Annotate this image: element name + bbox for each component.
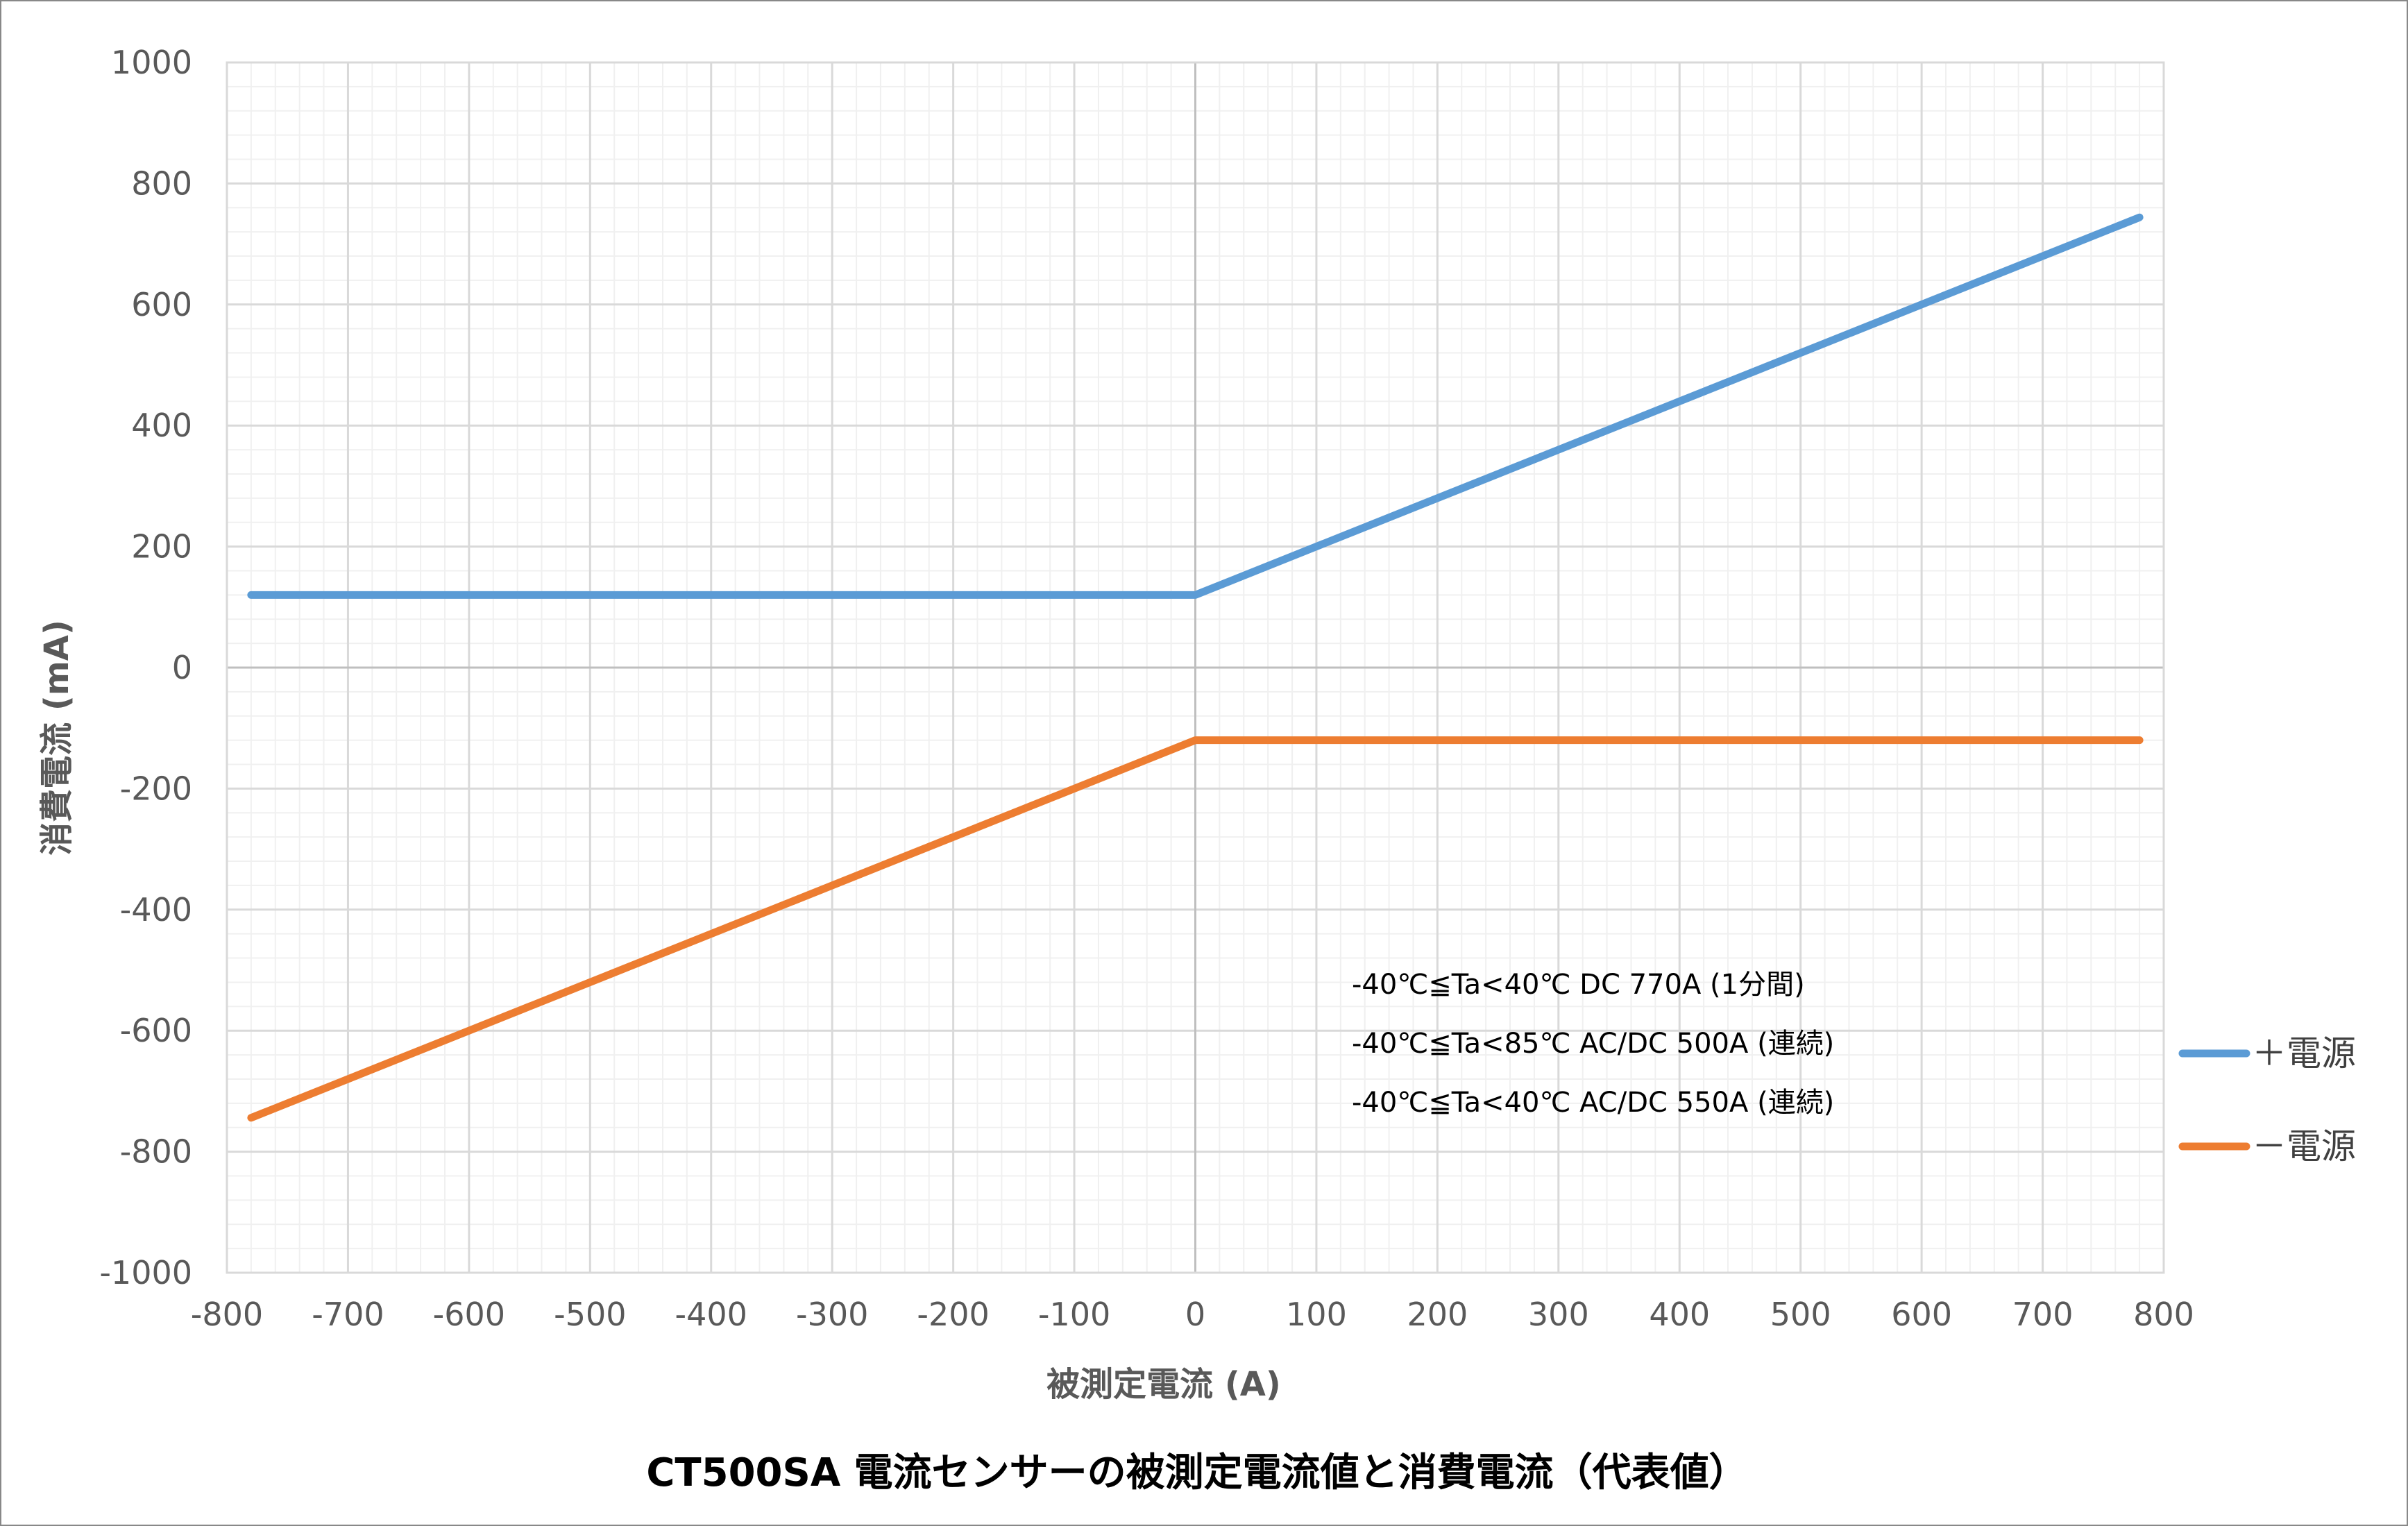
chart-title: CT500SA 電流センサーの被測定電流値と消費電流（代表値） [646,1450,1747,1495]
x-tick-label: 200 [1407,1296,1468,1333]
y-tick-label: 1000 [111,44,192,81]
x-tick-label: -200 [917,1296,989,1333]
x-tick-label: 300 [1528,1296,1589,1333]
x-tick-label: -500 [554,1296,626,1333]
y-tick-label: 200 [131,528,192,566]
annotation-layer: -40℃≦Ta<40℃ DC 770A (1分間) -40℃≦Ta<85℃ AC/… [1352,969,1834,1119]
annotation-line: -40℃≦Ta<40℃ DC 770A (1分間) [1352,969,1805,1001]
legend-label-1: ＋電源 [2252,1033,2356,1074]
x-tick-label: -400 [675,1296,747,1333]
x-tick-label: 700 [2012,1296,2074,1333]
x-tick-label: -600 [433,1296,505,1333]
y-tick-labels: 1000 800 600 400 200 0 -200 -400 -600 -800 -1000 [99,44,192,1291]
plot-area-border [226,61,2165,1274]
y-tick-label: -400 [120,891,192,929]
zero-axes [227,62,2164,1273]
y-tick-label: 800 [131,164,192,202]
x-tick-label: 500 [1770,1296,1831,1333]
x-tick-label: -100 [1038,1296,1110,1333]
x-tick-label: 0 [1185,1296,1205,1333]
x-axis-title: 被測定電流 (A) [1046,1365,1281,1404]
y-tick-label: -600 [120,1012,192,1049]
y-tick-label: -200 [120,770,192,807]
x-tick-label: 600 [1891,1296,1952,1333]
series-line-1 [247,213,2144,599]
legend-label-2: －電源 [2252,1126,2356,1167]
y-tick-label: 600 [131,286,192,323]
x-tick-label: -800 [191,1296,263,1333]
legend: ＋電源 －電源 [2178,1033,2356,1167]
x-tick-label: -300 [796,1296,868,1333]
x-tick-label: 800 [2133,1296,2194,1333]
x-tick-label: -700 [312,1296,384,1333]
series-line-2 [247,736,2144,1122]
y-tick-label: -800 [120,1133,192,1171]
series-layer [247,213,2144,1122]
y-tick-label: 400 [131,407,192,444]
y-tick-label: 0 [172,649,192,686]
annotation-line: -40℃≦Ta<85℃ AC/DC 500A (連続) [1352,1028,1834,1060]
x-tick-labels: -800 -700 -600 -500 -400 -300 -200 -100 0 100 200 3… [191,1296,2194,1333]
y-axis-title: 消費電流 (mA) [37,620,76,856]
x-tick-label: 400 [1649,1296,1710,1333]
x-tick-label: 100 [1286,1296,1347,1333]
y-tick-label: -1000 [99,1254,192,1291]
annotation-line: -40℃≦Ta<40℃ AC/DC 550A (連続) [1352,1087,1834,1119]
